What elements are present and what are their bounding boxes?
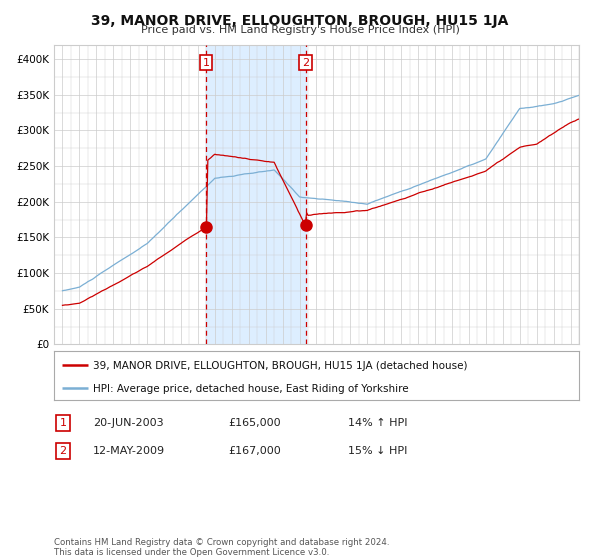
Text: 39, MANOR DRIVE, ELLOUGHTON, BROUGH, HU15 1JA: 39, MANOR DRIVE, ELLOUGHTON, BROUGH, HU1… [91, 14, 509, 28]
Text: £165,000: £165,000 [228, 418, 281, 428]
Text: 2: 2 [59, 446, 67, 456]
Text: Contains HM Land Registry data © Crown copyright and database right 2024.
This d: Contains HM Land Registry data © Crown c… [54, 538, 389, 557]
Text: Price paid vs. HM Land Registry's House Price Index (HPI): Price paid vs. HM Land Registry's House … [140, 25, 460, 35]
Text: 20-JUN-2003: 20-JUN-2003 [93, 418, 164, 428]
Text: 1: 1 [202, 58, 209, 68]
Bar [206, 45, 305, 344]
Text: 14% ↑ HPI: 14% ↑ HPI [348, 418, 407, 428]
Text: £167,000: £167,000 [228, 446, 281, 456]
Text: 2: 2 [302, 58, 309, 68]
Text: 39, MANOR DRIVE, ELLOUGHTON, BROUGH, HU15 1JA (detached house): 39, MANOR DRIVE, ELLOUGHTON, BROUGH, HU1… [94, 361, 468, 371]
Text: 1: 1 [59, 418, 67, 428]
Text: 12-MAY-2009: 12-MAY-2009 [93, 446, 165, 456]
Text: HPI: Average price, detached house, East Riding of Yorkshire: HPI: Average price, detached house, East… [94, 384, 409, 394]
Text: 15% ↓ HPI: 15% ↓ HPI [348, 446, 407, 456]
